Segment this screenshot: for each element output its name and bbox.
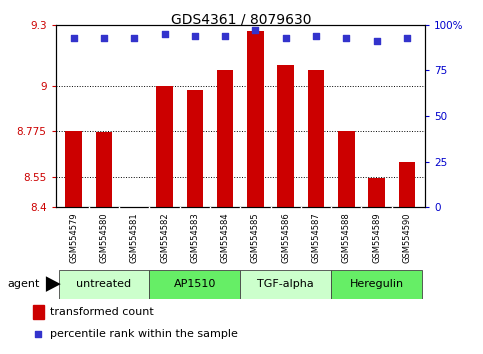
Text: GSM554584: GSM554584 <box>221 212 229 263</box>
Bar <box>368 178 385 207</box>
Point <box>403 35 411 40</box>
FancyBboxPatch shape <box>149 270 241 298</box>
Text: agent: agent <box>7 279 40 289</box>
Text: GSM554586: GSM554586 <box>281 212 290 263</box>
Point <box>34 331 42 336</box>
Point <box>130 35 138 40</box>
Bar <box>247 31 264 207</box>
Point <box>161 31 169 37</box>
FancyBboxPatch shape <box>241 270 331 298</box>
Text: GSM554581: GSM554581 <box>130 212 139 263</box>
Text: GSM554585: GSM554585 <box>251 212 260 263</box>
Bar <box>96 132 113 207</box>
Text: untreated: untreated <box>76 279 131 289</box>
Point <box>252 27 259 33</box>
Text: AP1510: AP1510 <box>174 279 216 289</box>
FancyBboxPatch shape <box>331 270 422 298</box>
Bar <box>186 90 203 207</box>
Bar <box>217 70 233 207</box>
Point <box>282 35 290 40</box>
FancyBboxPatch shape <box>58 270 149 298</box>
Point <box>221 33 229 39</box>
Bar <box>277 65 294 207</box>
Bar <box>398 161 415 207</box>
Text: GSM554590: GSM554590 <box>402 212 412 263</box>
Text: transformed count: transformed count <box>50 307 154 317</box>
Bar <box>33 305 44 319</box>
Text: GSM554588: GSM554588 <box>342 212 351 263</box>
Text: GSM554579: GSM554579 <box>69 212 78 263</box>
Point <box>342 35 350 40</box>
Bar <box>308 70 325 207</box>
Text: GDS4361 / 8079630: GDS4361 / 8079630 <box>171 12 312 27</box>
Point <box>100 35 108 40</box>
Point <box>191 33 199 39</box>
Text: GSM554580: GSM554580 <box>99 212 109 263</box>
Text: GSM554583: GSM554583 <box>190 212 199 263</box>
Point <box>373 38 381 44</box>
Text: GSM554589: GSM554589 <box>372 212 381 263</box>
Text: percentile rank within the sample: percentile rank within the sample <box>50 329 238 339</box>
Bar <box>65 131 82 207</box>
Point <box>312 33 320 39</box>
Text: Heregulin: Heregulin <box>350 279 404 289</box>
Text: TGF-alpha: TGF-alpha <box>257 279 314 289</box>
Bar <box>338 131 355 207</box>
Text: GSM554587: GSM554587 <box>312 212 321 263</box>
Text: GSM554582: GSM554582 <box>160 212 169 263</box>
Point <box>70 35 78 40</box>
Bar <box>156 86 173 207</box>
